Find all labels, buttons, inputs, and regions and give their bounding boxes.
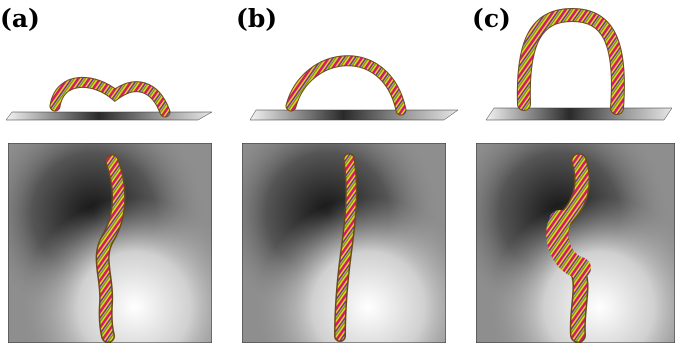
panel-a: (a) [0,0,230,347]
magnetogram-view [8,143,212,343]
panel-label: (a) [0,4,40,33]
flux-rope-3d-view [5,77,213,121]
magnetogram-view [242,143,446,343]
flux-rope-strand [335,154,356,341]
photosphere-plane [485,107,673,121]
photosphere-plane [5,111,213,121]
flux-rope-3d-view [249,55,459,121]
flux-rope-bulge [546,210,591,279]
flux-rope-strand [97,155,125,342]
magnetogram-view [476,143,675,343]
panel-label: (c) [472,4,511,33]
flux-rope-strand [286,56,406,115]
flux-rope-3d-view [485,7,673,121]
panel-b: (b) [236,0,466,347]
flux-rope-strand [50,78,170,117]
flux-rope-strand [517,8,624,114]
panel-c: (c) [472,0,677,347]
panel-label: (b) [236,4,278,33]
photosphere-plane [249,109,459,121]
